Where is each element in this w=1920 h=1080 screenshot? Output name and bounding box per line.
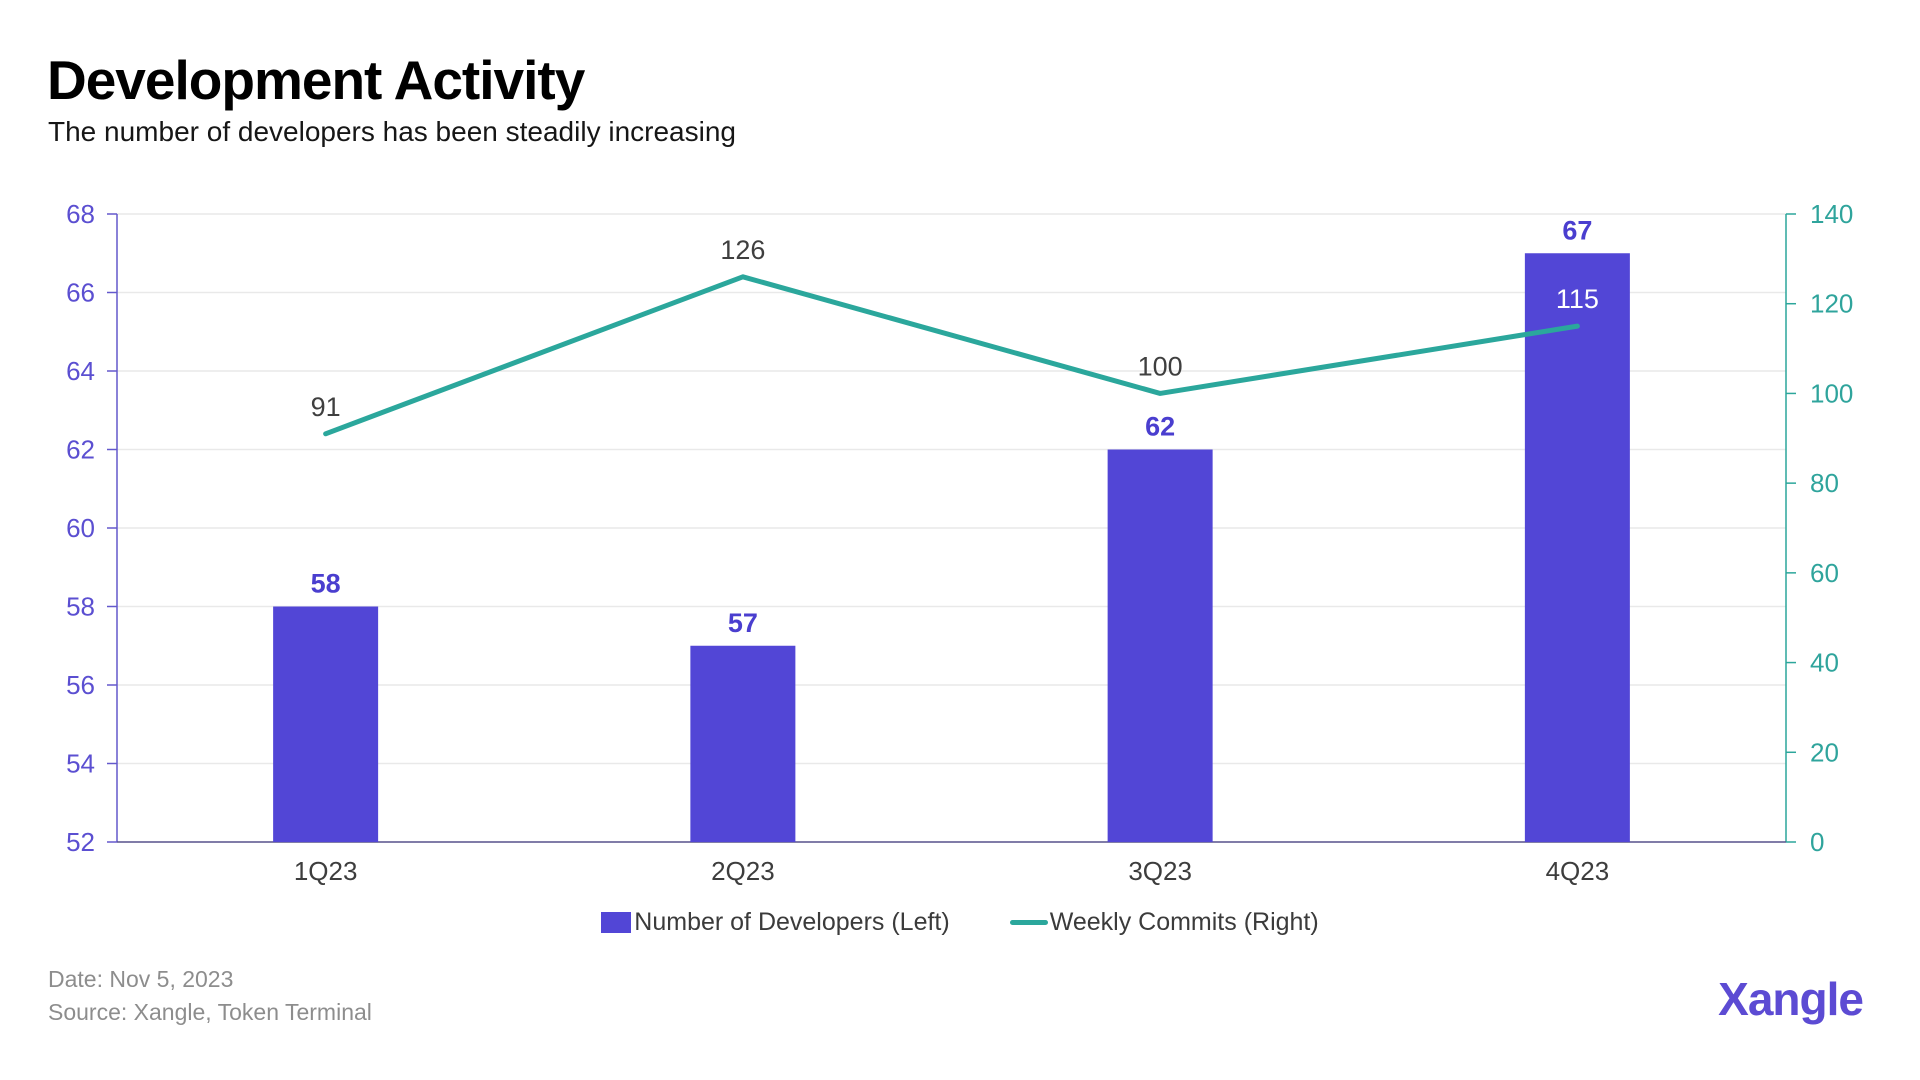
legend-label-developers: Number of Developers (Left): [634, 908, 950, 936]
bar-swatch-icon: [601, 912, 632, 933]
legend-item-commits: Weekly Commits (Right): [1009, 908, 1319, 937]
page-title: Development Activity: [47, 49, 585, 111]
left-axis-tick-label: 62: [66, 435, 95, 465]
line-swatch-icon: [1009, 920, 1048, 925]
right-axis-tick-label: 80: [1810, 468, 1839, 498]
x-axis-label: 3Q23: [1128, 856, 1192, 886]
bar-1Q23: [273, 606, 379, 842]
left-axis-tick-label: 60: [66, 513, 95, 543]
x-axis-label: 1Q23: [294, 856, 358, 886]
right-axis-tick-label: 100: [1810, 378, 1853, 408]
bar-2Q23: [690, 645, 796, 842]
right-axis-tick-label: 120: [1810, 289, 1853, 319]
left-axis-tick-label: 64: [66, 356, 95, 386]
right-axis-tick-label: 20: [1810, 737, 1839, 767]
left-axis-tick-label: 66: [66, 278, 95, 308]
line-value-label: 115: [1556, 284, 1599, 314]
left-axis-tick-label: 56: [66, 670, 95, 700]
x-axis-label: 2Q23: [711, 856, 775, 886]
source-text: Source: Xangle, Token Terminal: [48, 999, 372, 1025]
left-axis-tick-label: 58: [66, 592, 95, 622]
right-axis-tick-label: 140: [1810, 199, 1853, 229]
date-text: Date: Nov 5, 2023: [48, 966, 234, 992]
chart-subtitle: The number of developers has been steadi…: [48, 116, 736, 147]
left-axis-tick-label: 54: [66, 749, 95, 779]
bar-value-label: 58: [311, 569, 341, 599]
bar-value-label: 57: [728, 608, 758, 638]
bar-value-label: 67: [1562, 215, 1592, 245]
line-value-label: 100: [1138, 351, 1183, 381]
xangle-logo: Xangle: [1718, 973, 1864, 1025]
legend-label-commits: Weekly Commits (Right): [1049, 908, 1319, 936]
legend-item-developers: Number of Developers (Left): [601, 908, 950, 937]
right-axis-tick-label: 60: [1810, 558, 1839, 588]
right-axis-tick-label: 0: [1810, 827, 1824, 857]
line-value-label: 126: [720, 235, 765, 265]
left-axis-tick-label: 68: [66, 199, 95, 229]
line-value-label: 91: [311, 392, 341, 422]
bar-value-label: 62: [1145, 412, 1175, 442]
chart-legend: Number of Developers (Left) Weekly Commi…: [0, 908, 1920, 937]
commits-line: [323, 274, 1580, 437]
bar-3Q23: [1107, 449, 1213, 842]
x-axis-label: 4Q23: [1546, 856, 1610, 886]
left-axis-tick-label: 52: [66, 827, 95, 857]
bar-4Q23: [1524, 253, 1630, 842]
right-axis-tick-label: 40: [1810, 648, 1839, 678]
